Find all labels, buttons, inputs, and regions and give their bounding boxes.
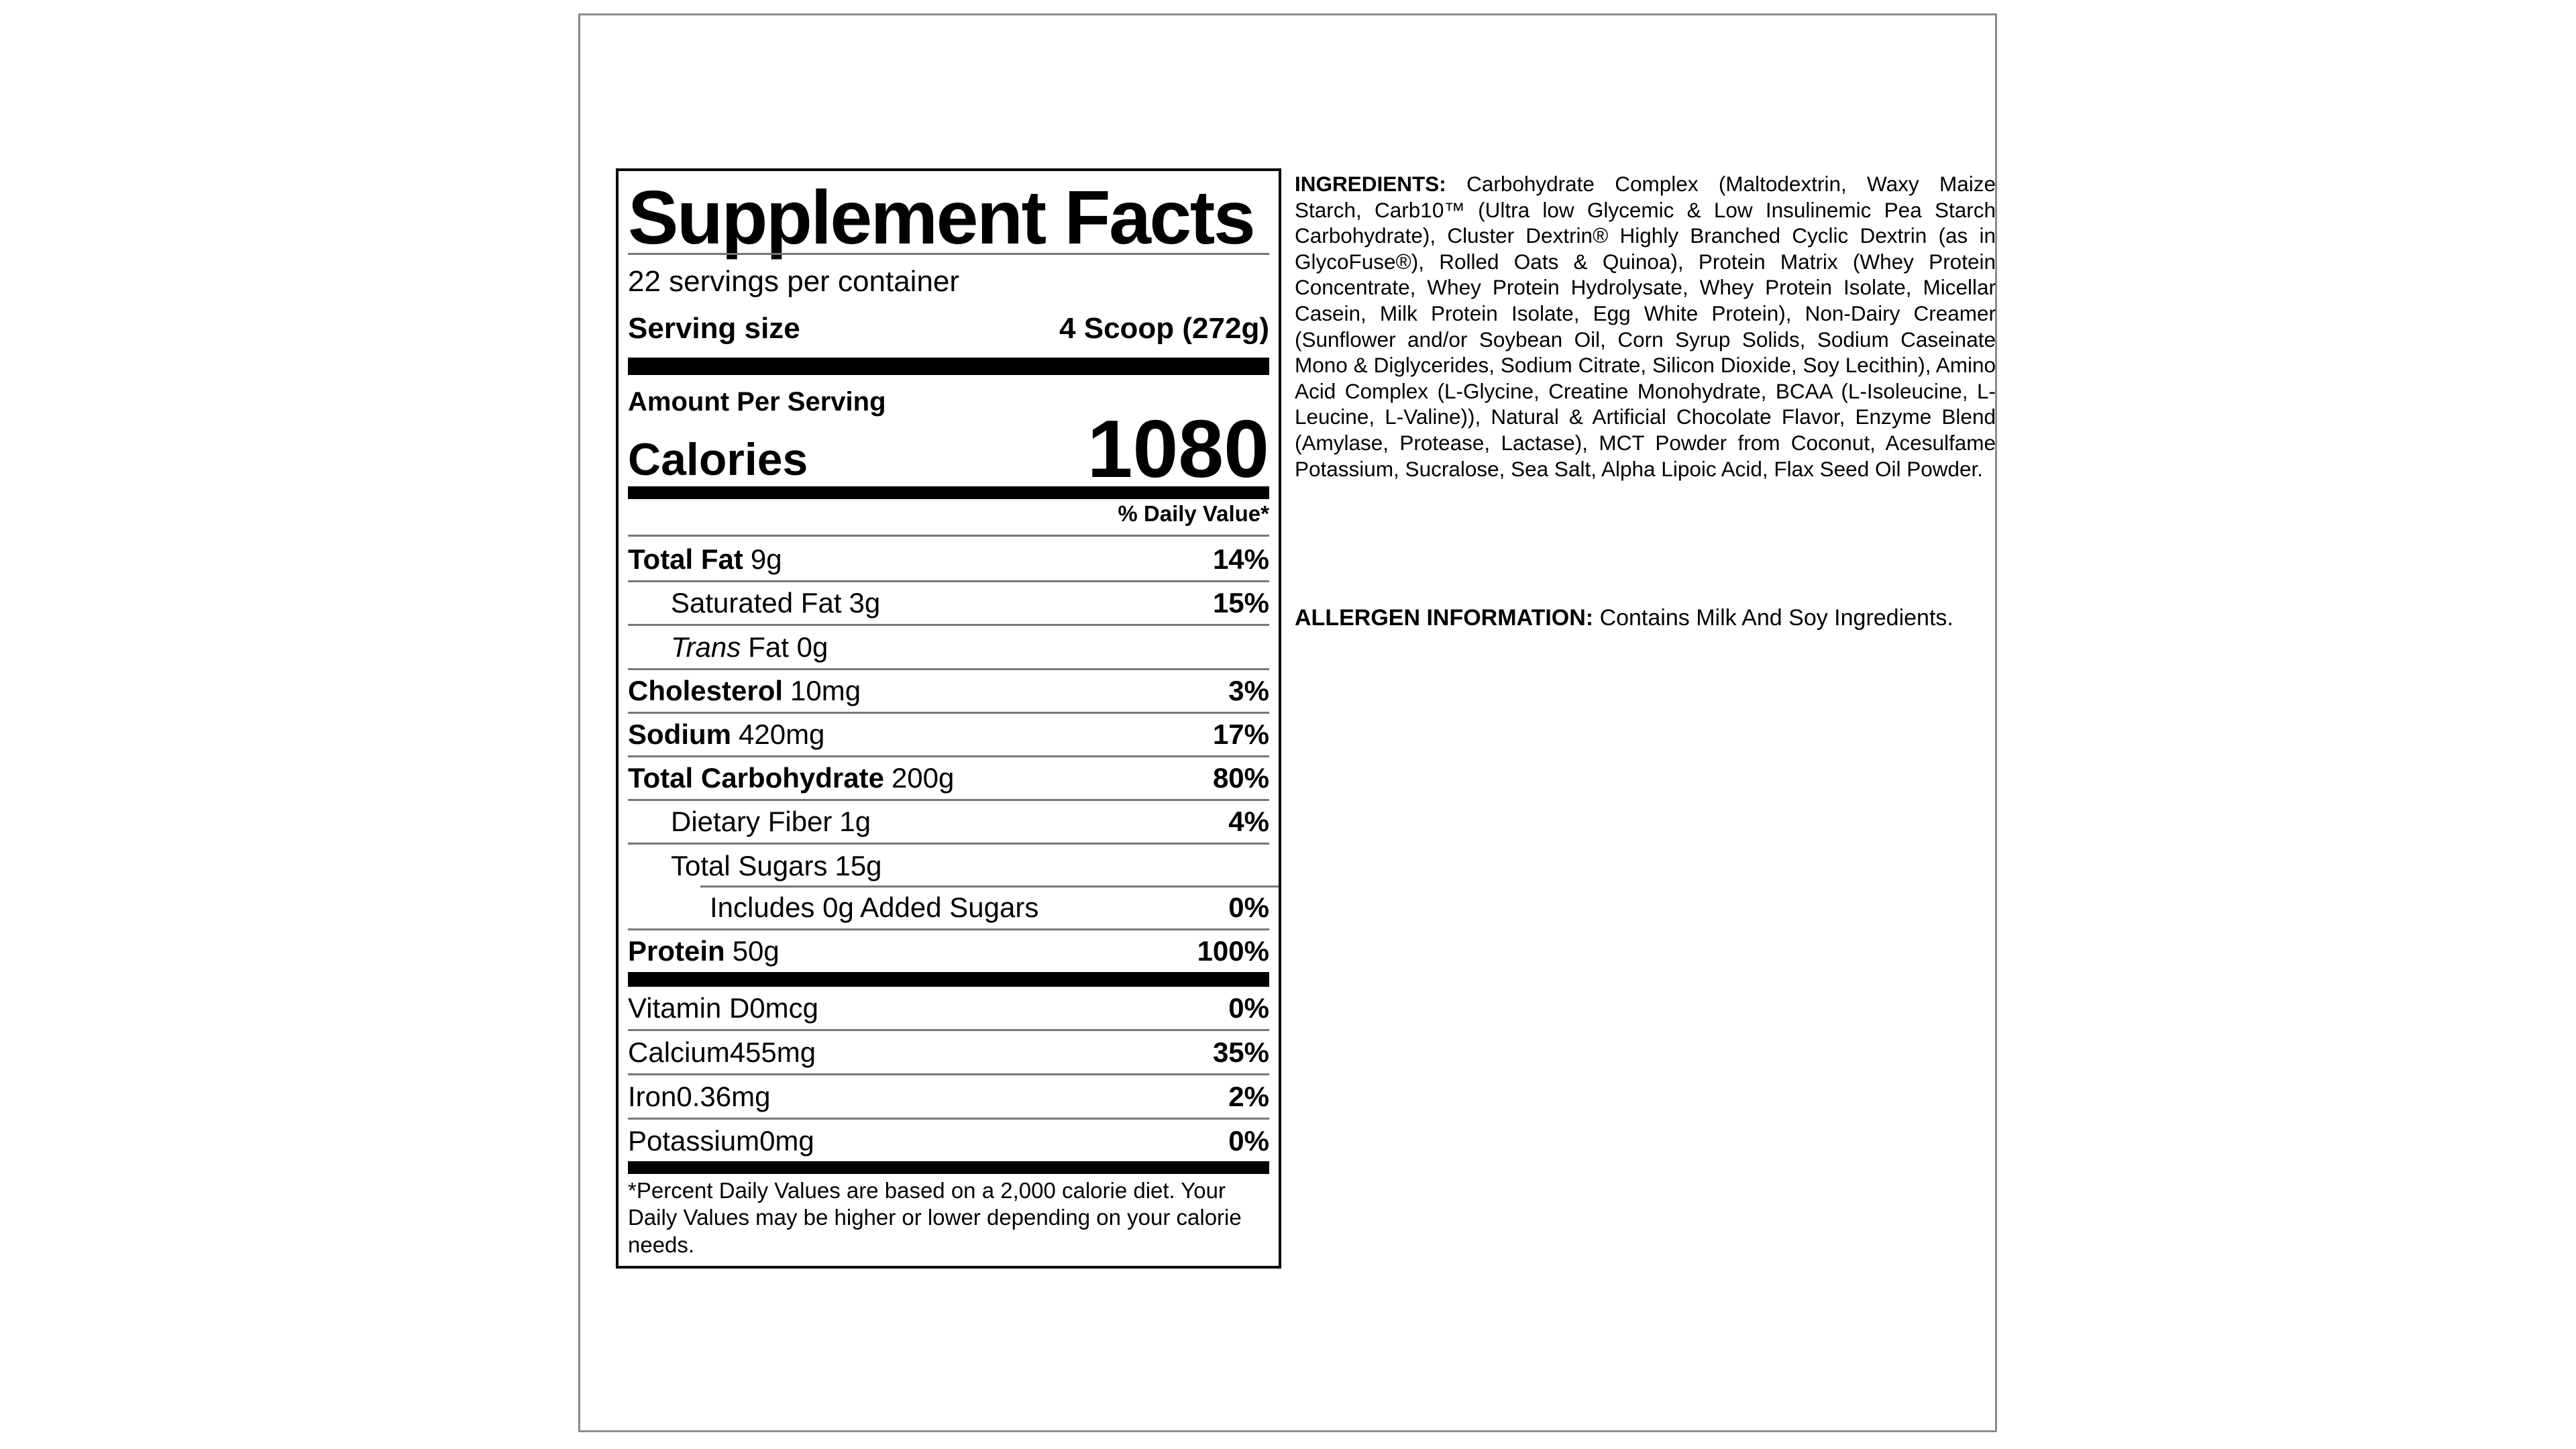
title-rule xyxy=(628,253,1269,255)
amount-per-serving-label: Amount Per Serving xyxy=(628,387,886,417)
nutrient-dv: 4% xyxy=(1228,806,1269,838)
vitamin-name: Potassium0mg xyxy=(628,1124,814,1157)
nutrient-dv: 100% xyxy=(1197,934,1269,967)
ingredients-paragraph: INGREDIENTS: Carbohydrate Complex (Malto… xyxy=(1295,171,1996,482)
nutrient-name: Includes 0g Added Sugars xyxy=(710,891,1039,923)
nutrient-name: Protein 50g xyxy=(628,934,780,967)
servings-per-container: 22 servings per container xyxy=(628,265,960,298)
calories-row: Calories 1080 xyxy=(628,402,1269,494)
nutrient-row-trans-fat: Trans Fat 0g xyxy=(628,626,1269,670)
vitamin-rows: Vitamin D0mcg 0% Calcium455mg 35% Iron0.… xyxy=(628,987,1269,1162)
nutrient-dv: 80% xyxy=(1212,762,1269,794)
thick-rule xyxy=(628,972,1269,987)
calories-value: 1080 xyxy=(1087,402,1269,494)
nutrient-dv: 17% xyxy=(1212,718,1269,750)
daily-value-footnote: *Percent Daily Values are based on a 2,0… xyxy=(628,1178,1242,1257)
nutrient-dv: 14% xyxy=(1212,543,1269,576)
nutrient-name: Total Carbohydrate 200g xyxy=(628,762,955,794)
serving-size-value: 4 Scoop (272g) xyxy=(1059,312,1269,345)
nutrient-row-sodium: Sodium 420mg 17% xyxy=(628,714,1269,758)
vitamin-dv: 2% xyxy=(1228,1080,1269,1112)
allergen-label: ALLERGEN INFORMATION: xyxy=(1295,605,1594,631)
vitamin-name: Vitamin D0mcg xyxy=(628,991,818,1024)
serving-size-row: Serving size 4 Scoop (272g) xyxy=(628,312,1269,345)
vitamin-dv: 35% xyxy=(1212,1036,1269,1068)
vitamin-dv: 0% xyxy=(1228,991,1269,1024)
vitamin-row-potassium: Potassium0mg 0% xyxy=(628,1120,1269,1162)
thick-rule xyxy=(628,358,1269,375)
vitamin-row-vitamin-d: Vitamin D0mcg 0% xyxy=(628,987,1269,1031)
daily-value-header: % Daily Value* xyxy=(628,501,1269,537)
nutrient-row-dietary-fiber: Dietary Fiber 1g 4% xyxy=(628,801,1269,845)
nutrient-dv: 0% xyxy=(1228,891,1269,923)
nutrient-row-cholesterol: Cholesterol 10mg 3% xyxy=(628,670,1269,714)
serving-size-label: Serving size xyxy=(628,312,800,345)
allergen-text: Contains Milk And Soy Ingredients. xyxy=(1599,605,1953,631)
nutrient-row-total-fat: Total Fat 9g 14% xyxy=(628,539,1269,583)
nutrient-name: Dietary Fiber 1g xyxy=(671,806,871,838)
vitamin-name: Iron0.36mg xyxy=(628,1080,771,1112)
nutrient-name: Total Sugars 15g xyxy=(671,849,882,881)
nutrient-row-protein: Protein 50g 100% xyxy=(628,930,1269,972)
nutrient-row-total-sugars: Total Sugars 15g xyxy=(628,845,1269,886)
vitamin-row-iron: Iron0.36mg 2% xyxy=(628,1075,1269,1120)
calories-label: Calories xyxy=(628,434,808,485)
nutrient-dv: 15% xyxy=(1212,587,1269,619)
nutrient-name: Trans Fat 0g xyxy=(671,631,828,663)
nutrient-row-total-carbohydrate: Total Carbohydrate 200g 80% xyxy=(628,757,1269,802)
nutrient-name: Cholesterol 10mg xyxy=(628,674,861,706)
label-page: Supplement Facts 22 servings per contain… xyxy=(578,13,1997,1432)
nutrient-rows: Total Fat 9g 14% Saturated Fat 3g 15% Tran… xyxy=(628,539,1279,972)
allergen-paragraph: ALLERGEN INFORMATION: Contains Milk And … xyxy=(1295,604,1996,632)
nutrient-name: Saturated Fat 3g xyxy=(671,587,881,619)
thick-rule xyxy=(628,486,1269,499)
vitamin-name: Calcium455mg xyxy=(628,1036,816,1068)
supplement-facts-panel: Supplement Facts 22 servings per contain… xyxy=(616,168,1281,1269)
vitamin-row-calcium: Calcium455mg 35% xyxy=(628,1031,1269,1075)
ingredients-label: INGREDIENTS: xyxy=(1295,172,1446,196)
nutrient-row-added-sugars: Includes 0g Added Sugars 0% xyxy=(628,885,1279,930)
ingredients-text: Carbohydrate Complex (Maltodextrin, Waxy… xyxy=(1295,172,1996,481)
thick-rule xyxy=(628,1161,1269,1174)
nutrient-name: Sodium 420mg xyxy=(628,718,825,750)
panel-title: Supplement Facts xyxy=(628,175,1256,260)
vitamin-dv: 0% xyxy=(1228,1124,1269,1157)
nutrient-name: Total Fat 9g xyxy=(628,543,782,576)
nutrient-row-saturated-fat: Saturated Fat 3g 15% xyxy=(628,582,1269,627)
nutrient-dv: 3% xyxy=(1228,674,1269,706)
